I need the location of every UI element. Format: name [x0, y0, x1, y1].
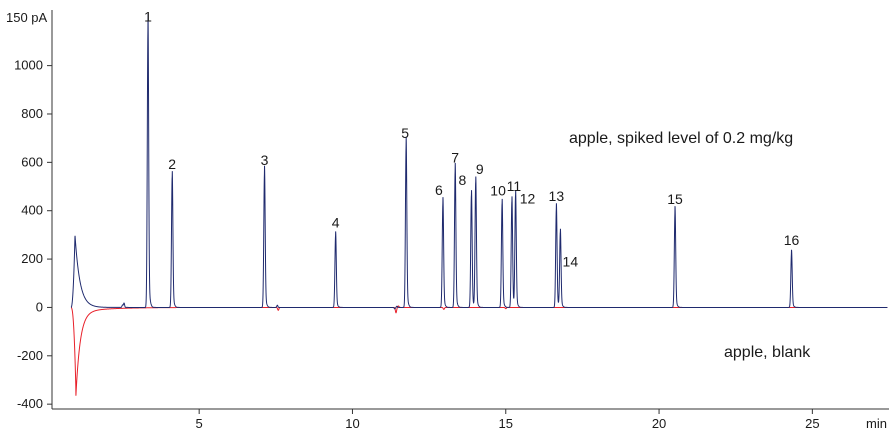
x-ticks: 5 10 15 20 25: [196, 409, 820, 429]
annotation-blank: apple, blank: [724, 344, 811, 361]
peak-label: 4: [332, 214, 340, 230]
peak-label: 7: [451, 150, 459, 166]
axes: [51, 10, 889, 410]
y-tick-label: 0: [36, 299, 43, 314]
x-tick-label: 15: [499, 416, 513, 429]
y-tick-label: -400: [17, 396, 43, 411]
peak-label: 8: [459, 172, 467, 188]
peak-label: 2: [168, 156, 176, 172]
x-tick-label: 20: [652, 416, 666, 429]
peak-label: 6: [435, 182, 443, 198]
trace-spiked: [70, 13, 888, 310]
peak-label: 15: [667, 191, 683, 207]
peak-label: 13: [549, 188, 565, 204]
y-tick-label: 1000: [14, 58, 43, 73]
y-tick-label: 800: [21, 106, 43, 121]
peak-label: 11: [507, 178, 522, 194]
x-tick-label: 10: [345, 416, 359, 429]
y-tick-label: 600: [21, 154, 43, 169]
peak-label: 12: [520, 191, 536, 207]
y-ticks: -400 -200 0 200 400 600 800 1000: [14, 58, 52, 411]
x-tick-label: 25: [805, 416, 819, 429]
peak-label: 14: [563, 253, 579, 269]
annotation-spiked: apple, spiked level of 0.2 mg/kg: [569, 130, 793, 147]
y-tick-label: 400: [21, 203, 43, 218]
peak-label: 3: [261, 152, 269, 168]
x-tick-label: 5: [196, 416, 203, 429]
peak-label: 10: [490, 182, 506, 198]
y-unit-label: 150 pA: [6, 10, 48, 25]
peak-label: 16: [784, 232, 800, 248]
y-tick-label: 200: [21, 251, 43, 266]
peak-label: 5: [401, 125, 409, 141]
peak-label: 1: [144, 8, 152, 24]
x-unit-label: min: [866, 416, 887, 429]
peak-label: 9: [476, 161, 484, 177]
y-tick-label: -200: [17, 348, 43, 363]
